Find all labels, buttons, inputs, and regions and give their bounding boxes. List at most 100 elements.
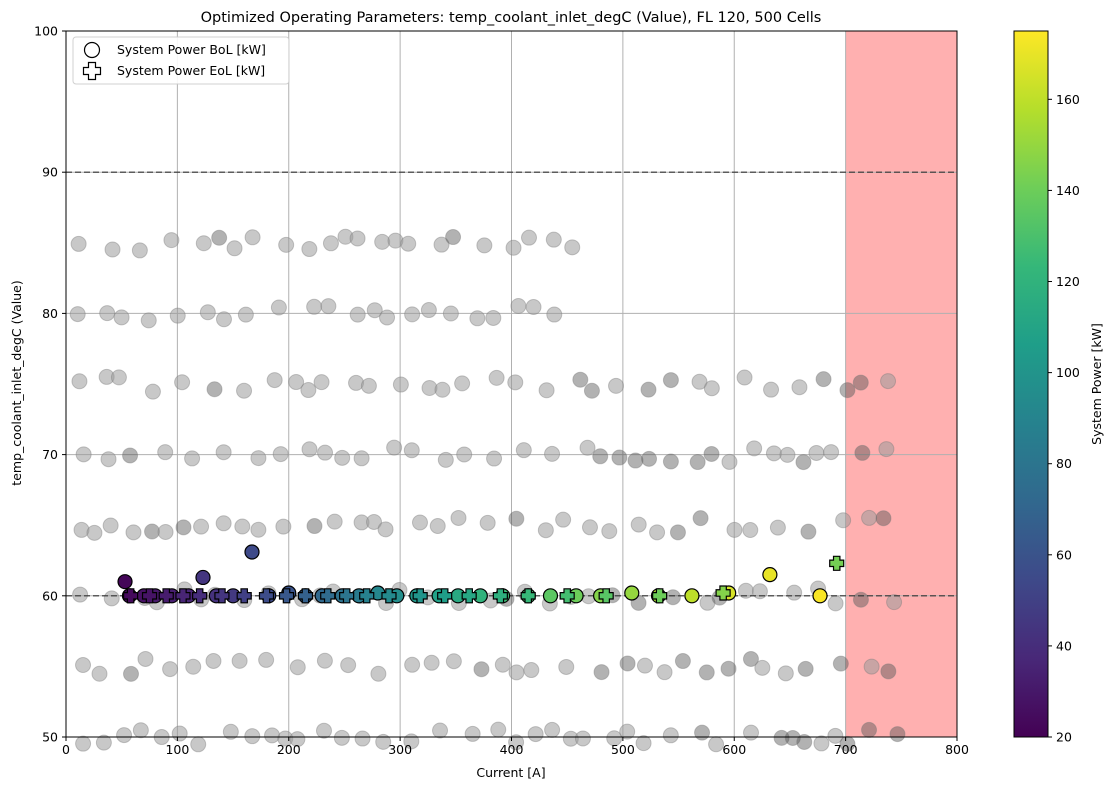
- candidate-point: [392, 376, 409, 393]
- candidate-point: [250, 450, 267, 467]
- eol-point: [359, 588, 375, 604]
- candidate-point: [100, 451, 117, 468]
- x-tick-label: 0: [62, 742, 70, 757]
- candidate-point: [313, 374, 330, 391]
- candidate-point: [742, 522, 759, 539]
- candidate-point: [852, 374, 869, 391]
- bol-point: [117, 574, 133, 590]
- eol-point: [320, 588, 336, 604]
- colorbar-tick-label: 80: [1056, 456, 1072, 471]
- candidate-point: [641, 450, 658, 467]
- candidate-point: [494, 656, 511, 673]
- candidate-point: [434, 381, 451, 398]
- candidate-point: [306, 298, 323, 315]
- legend-plus-marker: [82, 61, 102, 81]
- candidate-point: [433, 236, 450, 253]
- candidate-point: [691, 373, 708, 390]
- eol-point: [192, 588, 208, 604]
- candidate-point: [91, 665, 108, 682]
- candidate-point: [131, 242, 148, 259]
- candidate-point: [289, 659, 306, 676]
- x-tick-label: 400: [500, 742, 524, 757]
- candidate-point: [403, 733, 420, 750]
- candidate-point: [404, 306, 421, 323]
- candidate-point: [527, 726, 544, 743]
- candidate-point: [485, 309, 502, 326]
- legend-entry-eol: System Power EoL [kW]: [117, 63, 265, 78]
- candidate-point: [125, 524, 142, 541]
- eol-point: [278, 588, 295, 604]
- candidate-point: [301, 441, 318, 458]
- candidate-point: [619, 723, 636, 740]
- candidate-point: [523, 662, 540, 679]
- candidate-point: [429, 518, 446, 535]
- candidate-point: [769, 519, 786, 536]
- candidate-point: [445, 229, 462, 246]
- candidate-point: [450, 509, 467, 526]
- candidate-point: [823, 444, 840, 461]
- candidate-point: [266, 372, 283, 389]
- candidate-point: [132, 722, 149, 739]
- bol-point: [684, 588, 700, 604]
- candidate-point: [835, 512, 852, 529]
- candidate-point: [815, 371, 832, 388]
- candidate-point: [779, 446, 796, 463]
- candidate-point: [423, 654, 440, 671]
- candidate-point: [215, 444, 232, 461]
- candidate-point: [649, 524, 666, 541]
- colorbar-tick-label: 140: [1056, 183, 1080, 198]
- x-tick-label: 800: [945, 742, 969, 757]
- candidate-point: [854, 444, 871, 461]
- y-tick-label: 100: [34, 24, 58, 39]
- candidate-point: [360, 377, 377, 394]
- candidate-point: [880, 663, 897, 680]
- candidate-point: [349, 230, 366, 247]
- candidate-point: [486, 450, 503, 467]
- candidate-point: [437, 451, 454, 468]
- bol-point: [195, 569, 211, 586]
- candidate-point: [692, 510, 709, 527]
- candidate-point: [544, 445, 561, 462]
- candidate-point: [366, 513, 383, 530]
- candidate-point: [832, 655, 849, 672]
- colorbar-gradient: [1013, 30, 1049, 738]
- candidate-point: [333, 729, 350, 746]
- candidate-point: [231, 652, 248, 669]
- candidate-point: [593, 664, 610, 681]
- candidate-point: [72, 586, 89, 603]
- candidate-point: [322, 235, 339, 252]
- candidate-point: [404, 656, 421, 673]
- candidate-point: [199, 304, 216, 321]
- candidate-point: [515, 442, 532, 459]
- candidate-point: [317, 444, 334, 461]
- candidate-point: [875, 510, 892, 527]
- candidate-point: [75, 446, 92, 463]
- candidate-point: [601, 523, 618, 540]
- optimized-series: [117, 544, 845, 604]
- eol-point: [175, 588, 191, 604]
- eol-point: [141, 588, 158, 604]
- x-tick-label: 700: [834, 742, 858, 757]
- candidate-point: [736, 369, 753, 386]
- candidate-point: [244, 229, 261, 246]
- candidate-point: [662, 372, 679, 389]
- colorbar-tick-label: 100: [1056, 365, 1080, 380]
- candidate-point: [720, 660, 737, 677]
- eol-point: [461, 588, 477, 604]
- candidate-point: [469, 310, 486, 327]
- legend-entry-bol: System Power BoL [kW]: [117, 42, 266, 57]
- candidate-point: [572, 371, 589, 388]
- candidate-point: [689, 454, 706, 471]
- candidate-point: [538, 382, 555, 399]
- candidate-point: [95, 734, 112, 751]
- candidate-point: [288, 374, 305, 391]
- candidate-point: [122, 447, 139, 464]
- candidate-point: [375, 733, 392, 750]
- y-tick-label: 50: [42, 730, 58, 745]
- x-tick-label: 300: [388, 742, 412, 757]
- y-tick-label: 90: [42, 165, 58, 180]
- candidate-point: [278, 236, 295, 253]
- candidate-point: [808, 444, 825, 461]
- colorbar: 20 40 60 80 100 120 140 160 System Power [kW]: [1013, 30, 1104, 745]
- candidate-point: [510, 297, 527, 314]
